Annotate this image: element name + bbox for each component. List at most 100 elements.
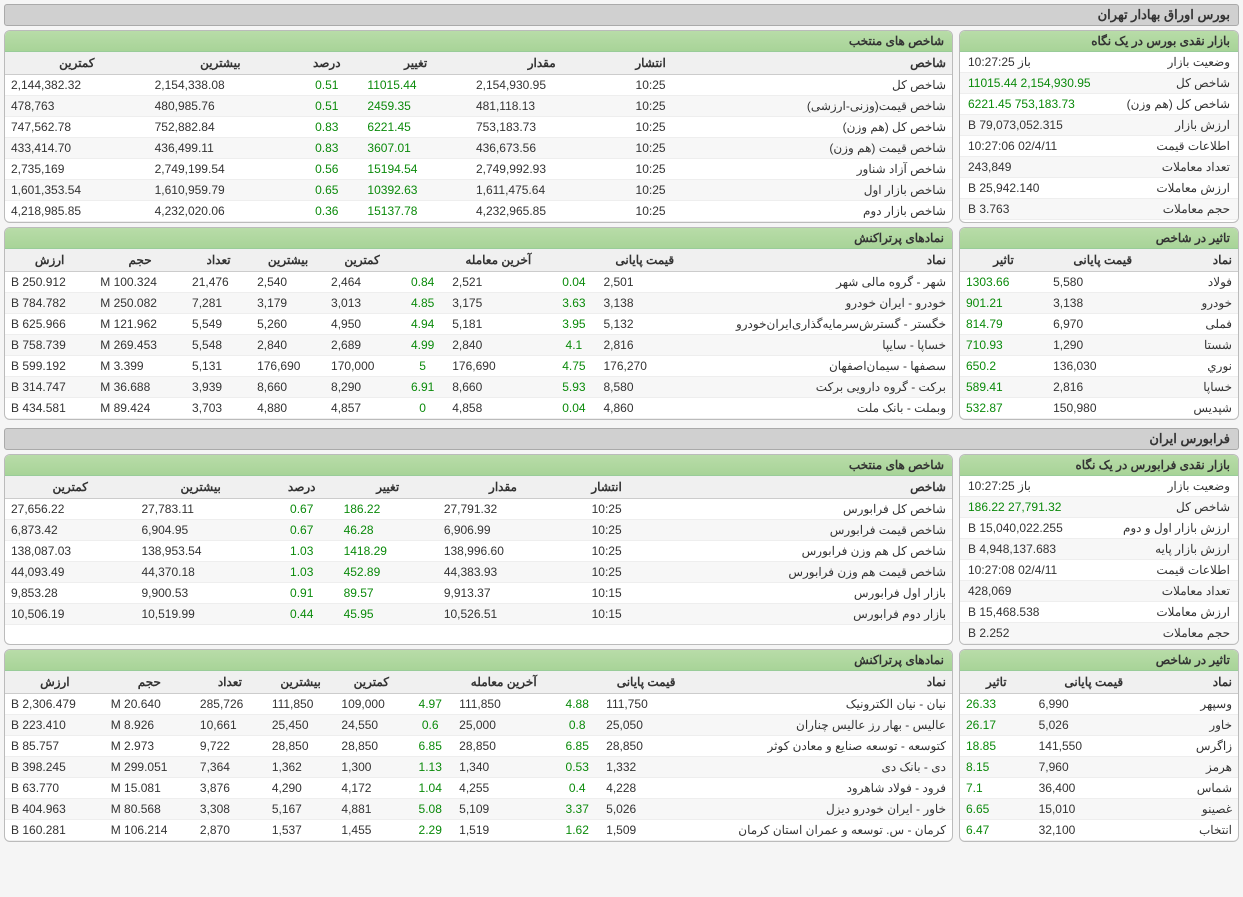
- index-row[interactable]: شاخص آزاد شناور10:252,749,992.9315194.54…: [5, 159, 952, 180]
- cell: 1,537: [266, 820, 336, 841]
- col-header: [399, 249, 446, 272]
- impact: 814.79: [960, 314, 1047, 335]
- impact: 650.2: [960, 356, 1047, 377]
- cell: 481,118.13: [470, 96, 614, 117]
- index-row[interactable]: شاخص قیمت (هم وزن)10:25436,673.563607.01…: [5, 138, 952, 159]
- index-name: شاخص بازار دوم: [688, 201, 952, 222]
- cell: 100.324 M: [94, 272, 186, 293]
- impact: 901.21: [960, 293, 1047, 314]
- cell: 25,000: [453, 715, 554, 736]
- symbol-name: عالیس - بهار رز عالیس چناران: [692, 715, 952, 736]
- kv-label: تعداد معاملات: [1099, 157, 1238, 178]
- impact-row[interactable]: خساپا2,816589.41: [960, 377, 1238, 398]
- cell-change: 186.22: [338, 499, 438, 520]
- index-row[interactable]: شاخص كل فرابورس10:2527,791.32186.220.672…: [5, 499, 952, 520]
- impact-row[interactable]: شماس36,4007.1: [960, 778, 1238, 799]
- kv-value: 27,791.32 186.22: [960, 497, 1099, 518]
- symbol-row[interactable]: نیان - نیان الكترونيک111,7504.88111,8504…: [5, 694, 952, 715]
- symbol-row[interactable]: خساپا - سايپا2,8164.12,8404.992,6892,840…: [5, 335, 952, 356]
- panel-header: نمادهای پرتراکنش: [5, 650, 952, 671]
- impact-row[interactable]: زاگرس141,55018.85: [960, 736, 1238, 757]
- index-row[interactable]: شاخص کل10:252,154,930.9511015.440.512,15…: [5, 75, 952, 96]
- impact-row[interactable]: شپدیس150,980532.87: [960, 398, 1238, 419]
- symbol-row[interactable]: کتوسعه - توسعه صنایع و معادن کوثر28,8506…: [5, 736, 952, 757]
- symbol-row[interactable]: شهر - گروه مالی شهر2,5010.042,5210.842,4…: [5, 272, 952, 293]
- price: 2,816: [1047, 377, 1158, 398]
- cell: 8,660: [251, 377, 325, 398]
- cell-change: 452.89: [338, 562, 438, 583]
- cell: 4,880: [251, 398, 325, 419]
- symbol-row[interactable]: دی - بانک دی1,3320.531,3401.131,3001,362…: [5, 757, 952, 778]
- kv-value: 753,183.73 6221.45: [960, 94, 1099, 115]
- cell: 10:25: [613, 96, 687, 117]
- impact-row[interactable]: خودرو3,138901.21: [960, 293, 1238, 314]
- cell: 80.568 M: [105, 799, 194, 820]
- cell: 89.424 M: [94, 398, 186, 419]
- price: 7,960: [1033, 757, 1155, 778]
- symbol-row[interactable]: برکت - گروه دارويی برکت8,5805.938,6606.9…: [5, 377, 952, 398]
- cell-change: 46.28: [338, 520, 438, 541]
- panel-header: بازار نقدی بورس در یک نگاه: [960, 31, 1238, 52]
- index-name: شاخص كل فرابورس: [645, 499, 952, 520]
- cell: 2,816: [598, 335, 693, 356]
- symbol-row[interactable]: سصفها - سیمان‌اصفهان‌176,2704.75176,6905…: [5, 356, 952, 377]
- symbol-row[interactable]: خاور - ايران خودرو ديزل5,0263.375,1095.0…: [5, 799, 952, 820]
- cell: 15.081 M: [105, 778, 194, 799]
- cell: 176,690: [446, 356, 550, 377]
- cell: 4,218,985.85: [5, 201, 149, 222]
- index-row[interactable]: شاخص كل هم وزن فرابورس10:25138,996.60141…: [5, 541, 952, 562]
- symbol-name: خاور - ايران خودرو ديزل: [692, 799, 952, 820]
- cell: 1,610,959.79: [149, 180, 293, 201]
- impact-row[interactable]: انتخاب32,1006.47: [960, 820, 1238, 841]
- symbol-row[interactable]: عالیس - بهار رز عالیس چناران25,0500.825,…: [5, 715, 952, 736]
- cell: 10:25: [613, 201, 687, 222]
- symbol-row[interactable]: وبملت - بانک ملت4,8600.044,85804,8574,88…: [5, 398, 952, 419]
- cell: 285,726: [194, 694, 266, 715]
- cell: 27,783.11: [135, 499, 265, 520]
- col-header: تعداد: [186, 249, 251, 272]
- cell: 111,850: [453, 694, 554, 715]
- col-header: قیمت پایانی: [1033, 671, 1155, 694]
- col-header: قیمت پایانی: [600, 671, 692, 694]
- index-row[interactable]: شاخص قيمت هم وزن فرابورس10:2544,383.9345…: [5, 562, 952, 583]
- cell-pct: 4.88: [554, 694, 600, 715]
- cell: 10:25: [613, 117, 687, 138]
- impact-row[interactable]: وسپهر6,99026.33: [960, 694, 1238, 715]
- symbol-row[interactable]: کرمان - س. توسعه و عمران استان كرمان1,50…: [5, 820, 952, 841]
- index-row[interactable]: بازار اول فرابورس10:159,913.3789.570.919…: [5, 583, 952, 604]
- cell: 1,332: [600, 757, 692, 778]
- cell: 10,519.99: [135, 604, 265, 625]
- impact-row[interactable]: هرمز7,9608.15: [960, 757, 1238, 778]
- symbol-row[interactable]: فرود - فولاد شاهرود4,2280.44,2551.044,17…: [5, 778, 952, 799]
- impact-row[interactable]: شستا1,290710.93: [960, 335, 1238, 356]
- market-title: بورس اوراق بهادار تهران: [4, 4, 1239, 26]
- cell: 5,132: [598, 314, 693, 335]
- impact-row[interactable]: خاور5,02626.17: [960, 715, 1238, 736]
- market-tse: بورس اوراق بهادار تهران بازار نقدی بورس د…: [4, 4, 1239, 420]
- impact-row[interactable]: فملی6,970814.79: [960, 314, 1238, 335]
- index-row[interactable]: شاخص کل (هم وزن)10:25753,183.736221.450.…: [5, 117, 952, 138]
- impact-row[interactable]: غصینو15,0106.65: [960, 799, 1238, 820]
- index-name: بازار اول فرابورس: [645, 583, 952, 604]
- price: 150,980: [1047, 398, 1158, 419]
- symbol: زاگرس: [1155, 736, 1238, 757]
- cell: 7,281: [186, 293, 251, 314]
- cell: 121.962 M: [94, 314, 186, 335]
- impact-row[interactable]: نوري136,030650.2: [960, 356, 1238, 377]
- index-row[interactable]: بازار دوم فرابورس10:1510,526.5145.950.44…: [5, 604, 952, 625]
- cell: 299.051 M: [105, 757, 194, 778]
- cell: 10:25: [613, 180, 687, 201]
- cell: 269.453 M: [94, 335, 186, 356]
- panel-header: شاخص های منتخب: [5, 455, 952, 476]
- cell: 2,689: [325, 335, 399, 356]
- cell: 5,026: [600, 799, 692, 820]
- index-row[interactable]: شاخص بازار اول10:251,611,475.6410392.630…: [5, 180, 952, 201]
- index-row[interactable]: شاخص قیمت(وزنی-ارزشی)10:25481,118.132459…: [5, 96, 952, 117]
- index-row[interactable]: شاخص قيمت فرابورس10:256,906.9946.280.676…: [5, 520, 952, 541]
- price: 3,138: [1047, 293, 1158, 314]
- symbol-row[interactable]: خودرو - ايران‌ خودرو3,1383.633,1754.853,…: [5, 293, 952, 314]
- index-row[interactable]: شاخص بازار دوم10:254,232,965.8515137.780…: [5, 201, 952, 222]
- symbol-row[interactable]: خگستر - گسترش‌سرمایه‌گذاری‌ایران‌خودرو5,…: [5, 314, 952, 335]
- impact-row[interactable]: فولاد5,5801303.66: [960, 272, 1238, 293]
- cell-percent: 0.65: [292, 180, 361, 201]
